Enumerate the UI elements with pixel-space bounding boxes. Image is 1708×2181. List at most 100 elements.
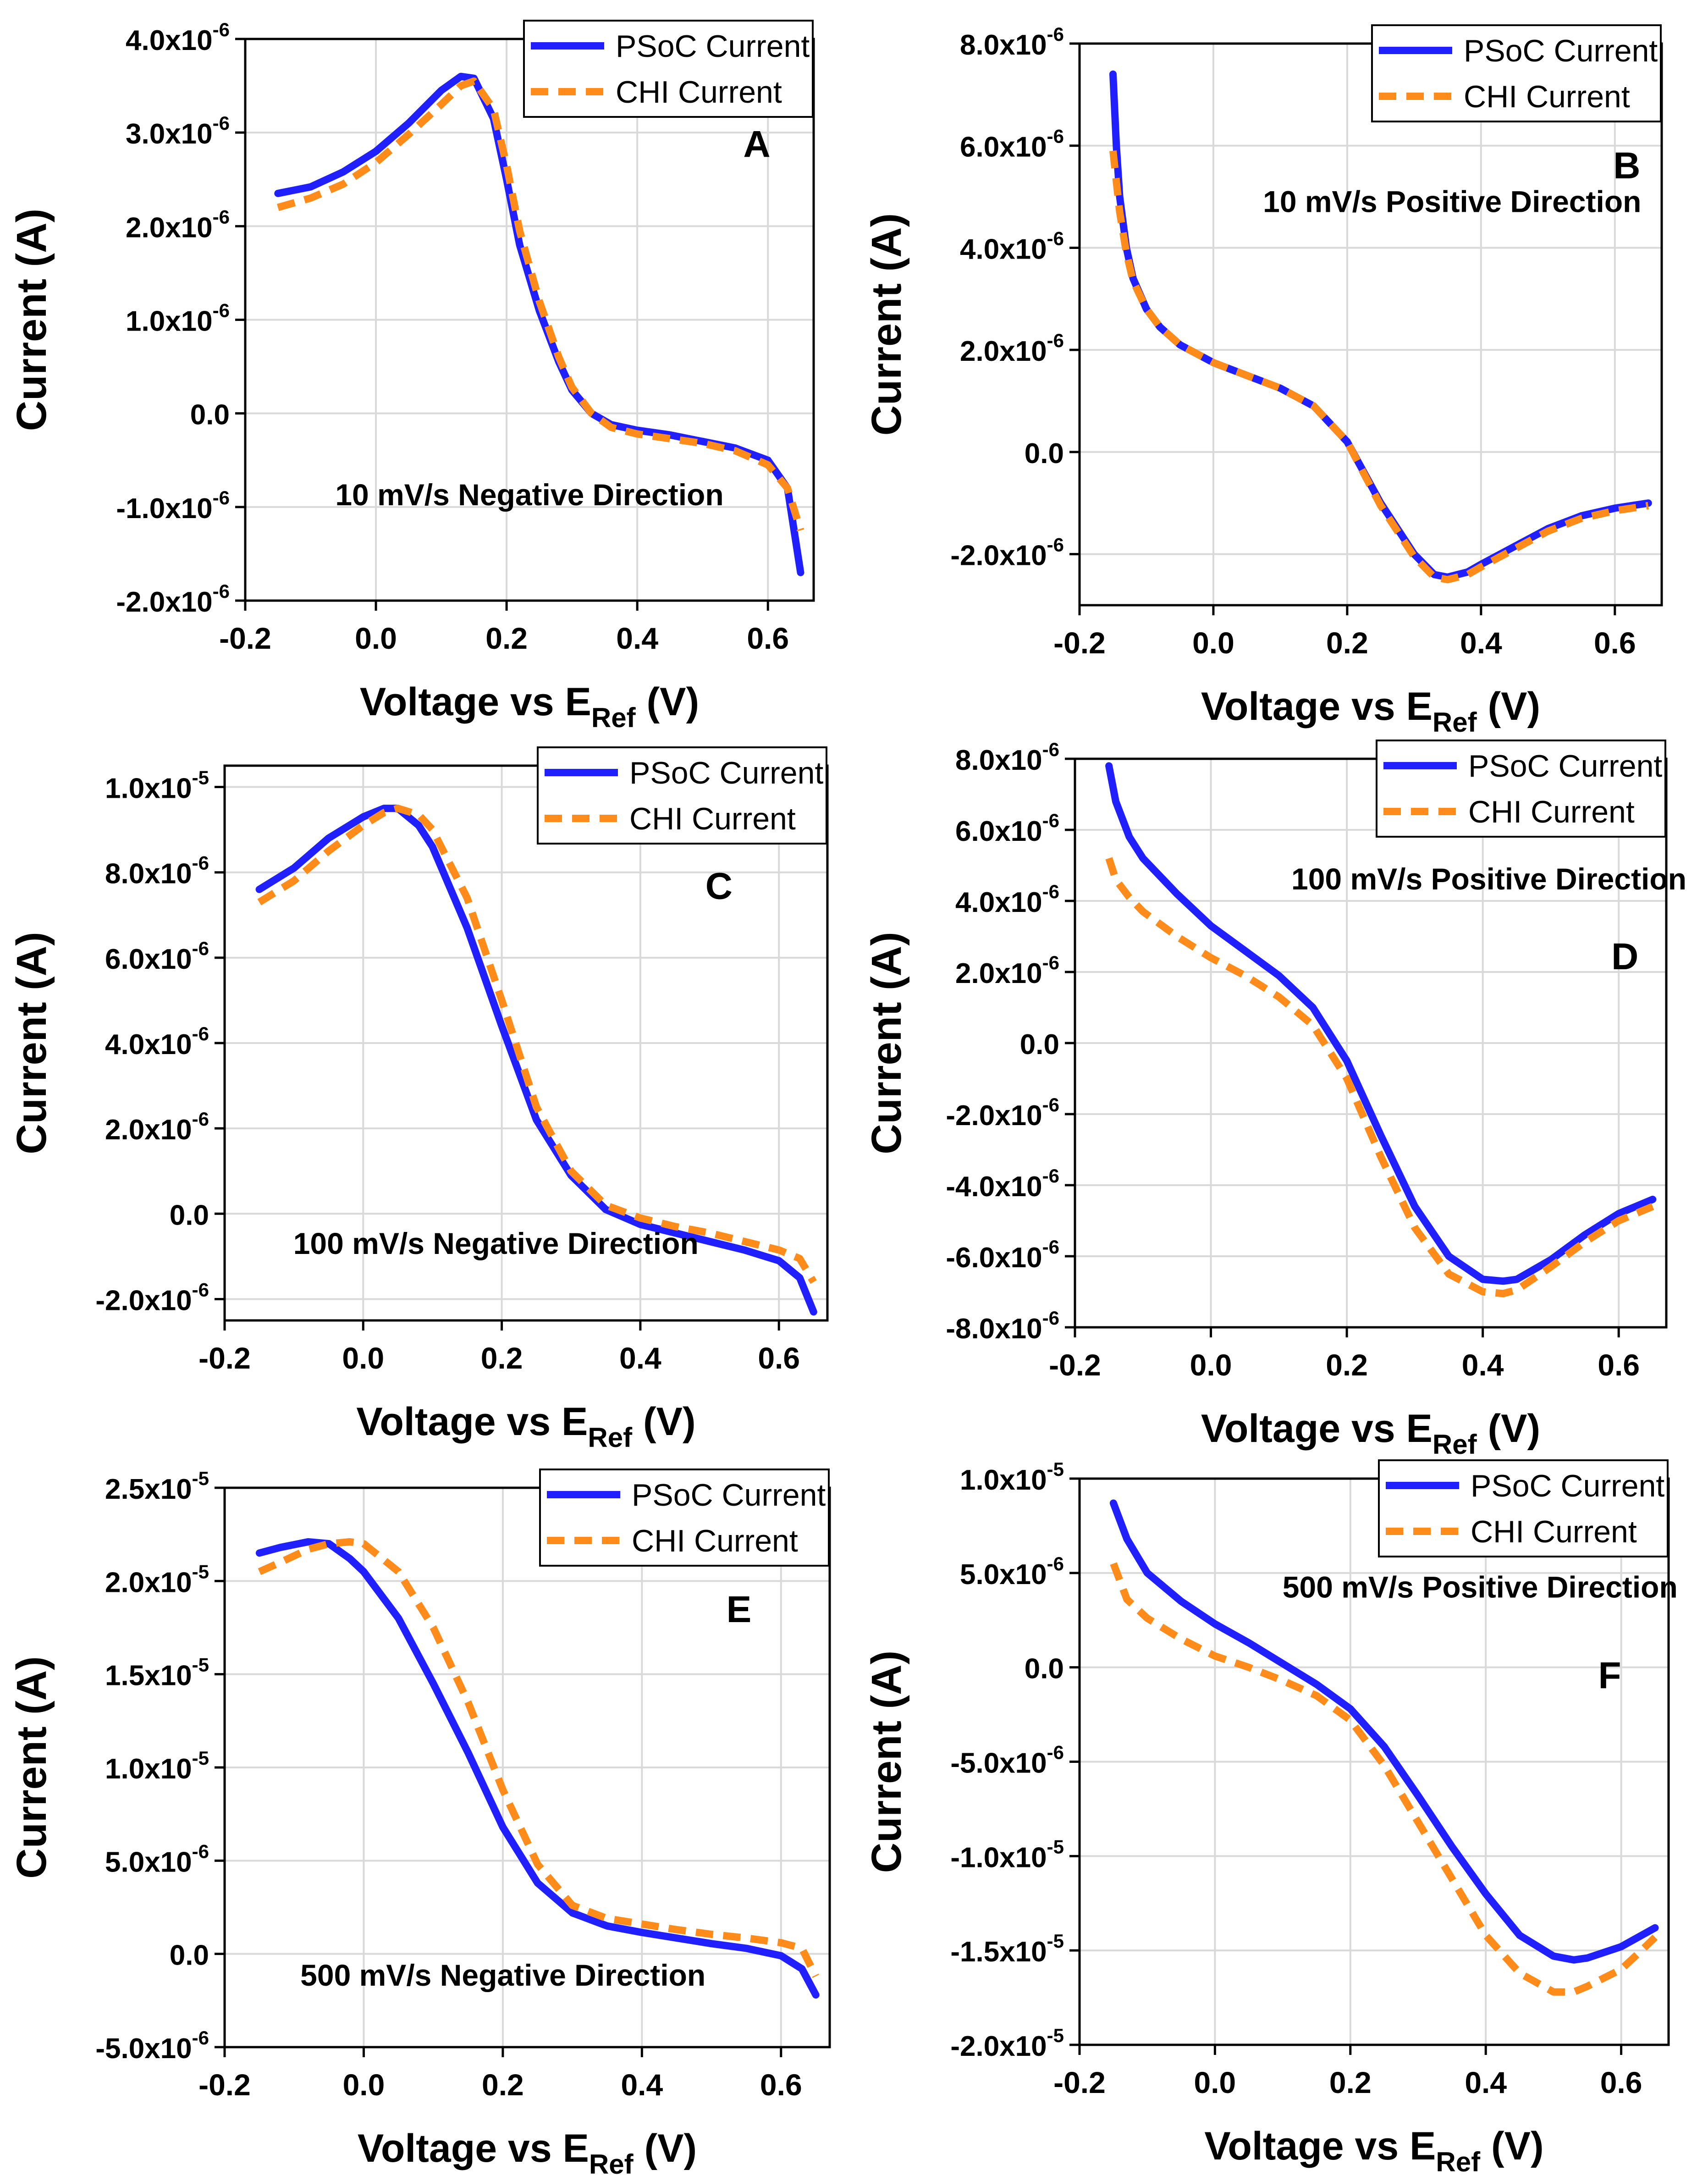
y-tick-label: 8.0x10-6 [960, 23, 1064, 61]
x-tick-label: 0.2 [1326, 1348, 1368, 1382]
y-tick-label: -2.0x10-5 [950, 2025, 1064, 2062]
y-axis-title: Current (A) [863, 932, 910, 1154]
y-tick-label: -1.5x10-5 [950, 1930, 1064, 1968]
y-axis-title: Current (A) [8, 1656, 55, 1879]
y-tick-label: 1.0x10-5 [105, 767, 209, 805]
legend-box [1371, 24, 1662, 122]
psoc-current-line [1105, 762, 1657, 1285]
y-tick-label: 1.5x10-5 [105, 1654, 209, 1692]
y-tick-label: -2.0x10-6 [116, 580, 230, 618]
x-tick-label: 0.6 [1600, 2065, 1642, 2099]
y-tick-label: 6.0x10-6 [955, 810, 1059, 847]
x-tick-label: 0.0 [355, 621, 397, 655]
panel-letter: F [1598, 1655, 1621, 1696]
panel-letter: A [743, 123, 770, 165]
x-tick-label: 0.6 [760, 2068, 802, 2102]
y-tick-label: 2.5x10-5 [105, 1468, 209, 1505]
x-tick-label: 0.4 [1462, 1348, 1504, 1382]
y-tick-label: 2.0x10-6 [105, 1108, 209, 1146]
y-tick-label: 1.0x10-5 [105, 1747, 209, 1785]
y-tick-label: -1.0x10-5 [950, 1836, 1064, 1873]
legend-box [1378, 1459, 1669, 1557]
chart-panel-c: -0.2 0.0 0.2 0.4 0.6 -2.0x10-6 0.0 2.0x10-6 4.0x… [8, 746, 829, 1453]
y-tick-label: -5.0x10-6 [95, 2027, 209, 2065]
x-tick-label: 0.6 [747, 621, 789, 655]
y-tick-label: 2.0x10-6 [955, 952, 1059, 989]
panel-letter: B [1613, 145, 1640, 187]
x-tick-label: -0.2 [198, 1341, 251, 1375]
x-tick-label: 0.4 [621, 2068, 663, 2102]
y-tick-label: 1.0x10-6 [126, 300, 230, 337]
panel-letter: E [727, 1589, 752, 1630]
y-tick-label: 5.0x10-6 [960, 1553, 1064, 1590]
y-tick-label: -2.0x10-6 [946, 1094, 1059, 1132]
chi-current-line [258, 1538, 819, 1978]
x-tick-label: 0.6 [1594, 626, 1636, 660]
x-tick-label: 0.0 [343, 2068, 385, 2102]
y-tick-label: 0.0 [1025, 1653, 1064, 1685]
x-tick-label: -0.2 [1049, 1348, 1101, 1382]
x-tick-label: 0.6 [758, 1341, 800, 1375]
x-axis-title: Voltage vs ERef (V) [356, 1400, 695, 1453]
scan-annotation: 100 mV/s Positive Direction [1291, 862, 1686, 896]
legend-label: CHI Current [1471, 1514, 1637, 1549]
y-tick-label: -5.0x10-6 [950, 1742, 1064, 1779]
scan-annotation: 500 mV/s Negative Direction [300, 1958, 705, 1992]
y-tick-label: -2.0x10-6 [950, 534, 1064, 572]
panel-letter: C [705, 865, 733, 907]
legend: PSoC Current CHI Current [1371, 24, 1662, 122]
legend-label: CHI Current [616, 75, 782, 110]
y-tick-label: -1.0x10-6 [116, 487, 230, 525]
y-tick-label: 0.0 [170, 1199, 209, 1231]
legend-label: PSoC Current [632, 1478, 826, 1513]
y-tick-label: -6.0x10-6 [946, 1236, 1059, 1274]
y-tick-label: 8.0x10-6 [955, 739, 1059, 776]
x-tick-label: 0.4 [1465, 2065, 1507, 2099]
x-tick-label: 0.4 [1460, 626, 1502, 660]
x-axis-title: Voltage vs ERef (V) [358, 2126, 697, 2180]
legend: PSoC Current CHI Current [539, 1469, 830, 1567]
y-tick-label: 2.0x10-6 [126, 206, 230, 243]
x-tick-label: -0.2 [1053, 626, 1106, 660]
chart-panel-a: -0.2 0.0 0.2 0.4 0.6 -2.0x10-6 -1.0x10-6 0.0 1.0… [8, 19, 815, 733]
chart-panel-e: -0.2 0.0 0.2 0.4 0.6 -5.0x10-6 0.0 5.0x10-6 1.0x… [8, 1468, 831, 2180]
legend-box [1376, 740, 1666, 838]
y-axis-title: Current (A) [8, 932, 55, 1154]
y-tick-label: -8.0x10-6 [946, 1307, 1059, 1345]
x-tick-label: -0.2 [219, 621, 271, 655]
legend-label: PSoC Current [629, 756, 823, 790]
scan-annotation: 100 mV/s Negative Direction [293, 1226, 699, 1260]
chi-current-line [1105, 857, 1654, 1298]
x-tick-label: 0.4 [616, 621, 658, 655]
y-tick-label: 6.0x10-6 [105, 938, 209, 975]
chi-current-line [277, 77, 804, 532]
scan-annotation: 10 mV/s Negative Direction [335, 478, 723, 512]
x-tick-label: -0.2 [1053, 2065, 1106, 2099]
x-axis-title: Voltage vs ERef (V) [1201, 685, 1540, 738]
y-axis-title: Current (A) [863, 213, 910, 436]
x-tick-label: 0.0 [1190, 1348, 1232, 1382]
plot-frame [1078, 42, 1663, 607]
chi-current-line [1109, 150, 1649, 584]
x-tick-label: 0.2 [482, 2068, 524, 2102]
psoc-current-line [255, 805, 817, 1316]
y-tick-label: 8.0x10-6 [105, 852, 209, 890]
y-axis-title: Current (A) [863, 1651, 910, 1873]
y-tick-label: 3.0x10-6 [126, 112, 230, 150]
legend-box [539, 1469, 830, 1567]
legend-label: PSoC Current [1468, 749, 1662, 784]
panel-letter: D [1611, 936, 1638, 977]
x-tick-label: 0.2 [1329, 2065, 1372, 2099]
x-tick-label: -0.2 [198, 2068, 251, 2102]
legend: PSoC Current CHI Current [523, 20, 814, 118]
legend: PSoC Current CHI Current [1378, 1459, 1669, 1557]
legend-label: CHI Current [1468, 795, 1635, 829]
y-tick-label: 5.0x10-6 [105, 1840, 209, 1878]
x-axis-title: Voltage vs ERef (V) [1201, 1407, 1540, 1460]
y-tick-label: 4.0x10-6 [955, 881, 1059, 918]
y-axis-title: Current (A) [8, 209, 55, 431]
legend-label: PSoC Current [616, 29, 810, 64]
scan-annotation: 500 mV/s Positive Direction [1283, 1570, 1678, 1604]
legend: PSoC Current CHI Current [1376, 740, 1666, 838]
y-tick-label: 0.0 [1020, 1029, 1059, 1060]
